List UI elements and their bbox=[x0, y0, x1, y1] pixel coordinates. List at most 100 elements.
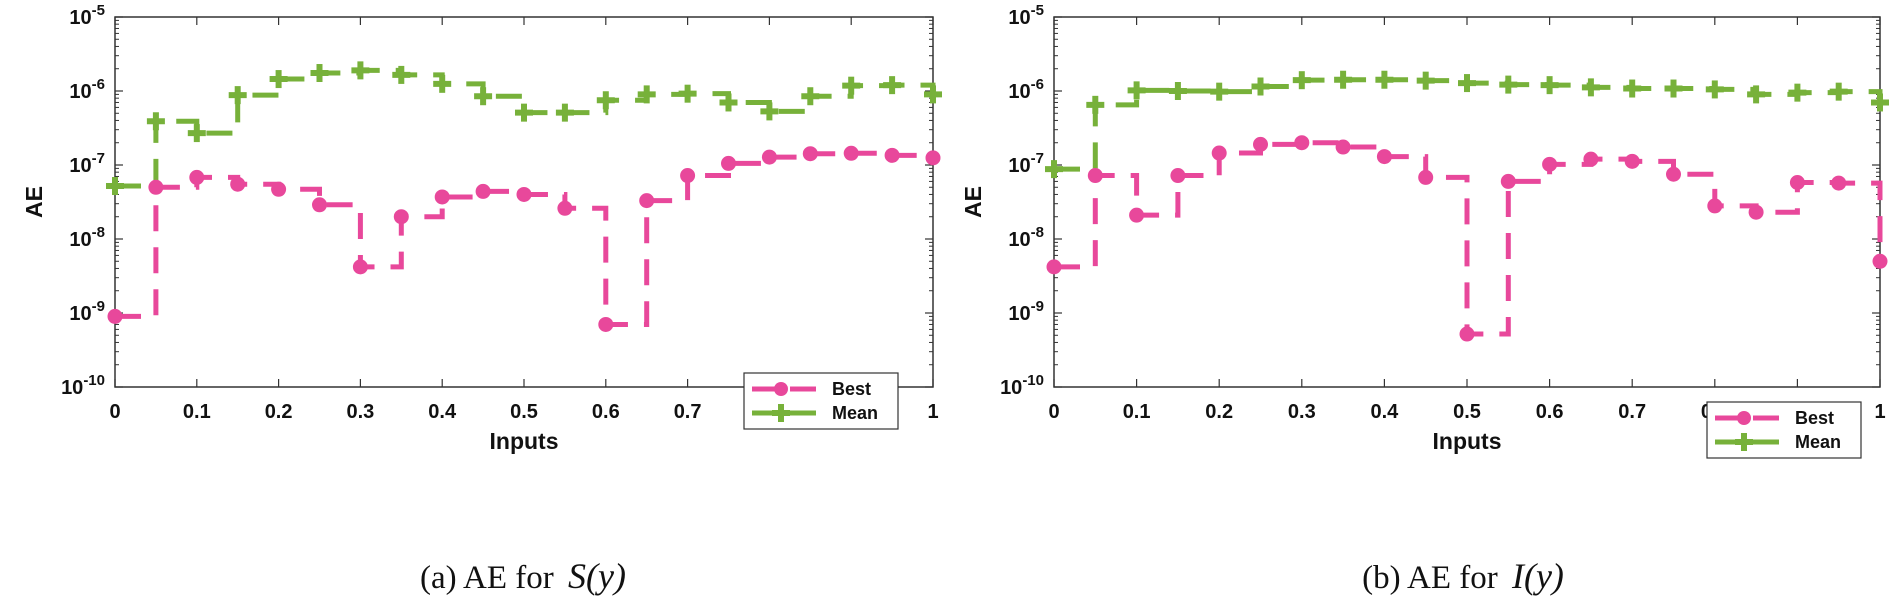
legend-marker bbox=[774, 382, 788, 396]
best-marker bbox=[1831, 175, 1847, 191]
y-tick-label: 10-5 bbox=[1008, 2, 1044, 29]
best-marker bbox=[1707, 198, 1723, 214]
best-marker bbox=[1872, 253, 1888, 269]
mean-marker bbox=[555, 103, 574, 122]
best-marker bbox=[802, 146, 818, 162]
best-marker bbox=[721, 155, 736, 171]
mean-marker bbox=[1540, 76, 1559, 95]
y-tick-exponent: -10 bbox=[1022, 372, 1044, 389]
best-marker bbox=[884, 147, 900, 163]
mean-marker bbox=[1045, 160, 1063, 179]
y-tick-base: 10 bbox=[69, 303, 91, 325]
mean-marker bbox=[1086, 95, 1105, 114]
mean-marker bbox=[1375, 70, 1394, 89]
x-tick-label: 0.3 bbox=[1288, 401, 1316, 423]
mean-marker bbox=[1499, 75, 1518, 94]
mean-marker bbox=[1334, 70, 1353, 89]
y-tick-label: 10-7 bbox=[69, 150, 105, 177]
best-marker bbox=[107, 308, 123, 324]
mean-marker bbox=[433, 74, 452, 93]
best-marker bbox=[1542, 156, 1558, 172]
y-tick-exponent: -9 bbox=[1031, 298, 1044, 315]
legend-label: Mean bbox=[1795, 432, 1841, 452]
mean-marker bbox=[146, 112, 165, 131]
y-tick-base: 10 bbox=[1000, 377, 1022, 399]
y-tick-exponent: -7 bbox=[1031, 150, 1044, 167]
mean-marker bbox=[1788, 83, 1807, 102]
y-tick-label: 10-10 bbox=[61, 372, 105, 399]
mean-marker bbox=[187, 124, 206, 143]
x-tick-label: 0.4 bbox=[1370, 401, 1399, 423]
mean-marker bbox=[269, 70, 288, 89]
caption-prefix: (b) AE for bbox=[1362, 560, 1506, 596]
x-axis-label: Inputs bbox=[490, 428, 559, 454]
mean-marker bbox=[924, 85, 942, 104]
best-marker bbox=[680, 168, 696, 184]
mean-marker bbox=[678, 84, 697, 103]
x-tick-label: 0 bbox=[1048, 401, 1059, 423]
x-tick-label: 0.5 bbox=[1453, 401, 1481, 423]
best-marker bbox=[1129, 207, 1145, 223]
best-marker bbox=[1500, 173, 1516, 189]
y-tick-base: 10 bbox=[1008, 229, 1030, 251]
best-marker bbox=[434, 189, 450, 205]
best-marker bbox=[230, 176, 246, 192]
mean-marker bbox=[1210, 82, 1229, 101]
y-tick-base: 10 bbox=[69, 229, 91, 251]
panel-caption: (a) AE for S(y) bbox=[420, 556, 626, 596]
mean-marker bbox=[474, 87, 493, 106]
best-marker bbox=[1253, 136, 1268, 152]
best-marker bbox=[1211, 145, 1227, 161]
y-tick-label: 10-6 bbox=[1008, 76, 1044, 103]
mean-marker bbox=[106, 177, 124, 196]
legend: Best Mean bbox=[1706, 401, 1862, 459]
best-marker bbox=[1376, 149, 1392, 165]
best-marker bbox=[352, 259, 368, 275]
y-tick-label: 10-7 bbox=[1008, 150, 1044, 177]
y-tick-exponent: -5 bbox=[92, 2, 105, 19]
mean-marker bbox=[1127, 81, 1146, 100]
mean-marker bbox=[228, 86, 247, 105]
y-tick-base: 10 bbox=[1008, 81, 1030, 103]
x-tick-label: 0.2 bbox=[1205, 401, 1233, 423]
best-marker bbox=[1624, 153, 1640, 169]
x-tick-label: 0.2 bbox=[265, 401, 293, 423]
legend: Best Mean bbox=[743, 372, 899, 430]
best-marker bbox=[1789, 175, 1805, 191]
mean-marker bbox=[883, 76, 902, 95]
best-marker bbox=[1583, 151, 1599, 167]
mean-marker bbox=[596, 91, 615, 110]
legend-box bbox=[1706, 401, 1862, 459]
x-tick-label: 0.3 bbox=[346, 401, 374, 423]
y-tick-exponent: -7 bbox=[92, 150, 105, 167]
mean-marker bbox=[637, 85, 656, 104]
best-marker bbox=[1294, 135, 1310, 151]
legend-label: Best bbox=[1795, 408, 1834, 428]
best-marker bbox=[598, 316, 614, 332]
best-marker bbox=[312, 197, 327, 213]
y-tick-base: 10 bbox=[1008, 155, 1030, 177]
y-tick-base: 10 bbox=[69, 155, 91, 177]
best-marker bbox=[1748, 204, 1764, 220]
x-tick-label: 0.4 bbox=[428, 401, 457, 423]
mean-marker bbox=[1871, 93, 1889, 112]
legend-box bbox=[743, 372, 899, 430]
caption-prefix: (a) AE for bbox=[420, 560, 562, 596]
best-marker bbox=[1335, 139, 1351, 155]
mean-marker bbox=[1416, 71, 1435, 90]
y-tick-base: 10 bbox=[69, 7, 91, 29]
mean-marker bbox=[842, 76, 861, 95]
mean-marker bbox=[1581, 78, 1600, 97]
mean-marker bbox=[1747, 85, 1766, 104]
y-tick-exponent: -6 bbox=[92, 76, 105, 93]
x-tick-label: 0.5 bbox=[510, 401, 538, 423]
y-tick-base: 10 bbox=[69, 81, 91, 103]
x-tick-label: 0 bbox=[109, 401, 120, 423]
mean-marker bbox=[760, 102, 779, 121]
caption-variable: I(y) bbox=[1511, 556, 1564, 596]
mean-marker bbox=[392, 65, 411, 84]
x-tick-label: 0.6 bbox=[592, 401, 620, 423]
y-tick-exponent: -10 bbox=[83, 372, 105, 389]
